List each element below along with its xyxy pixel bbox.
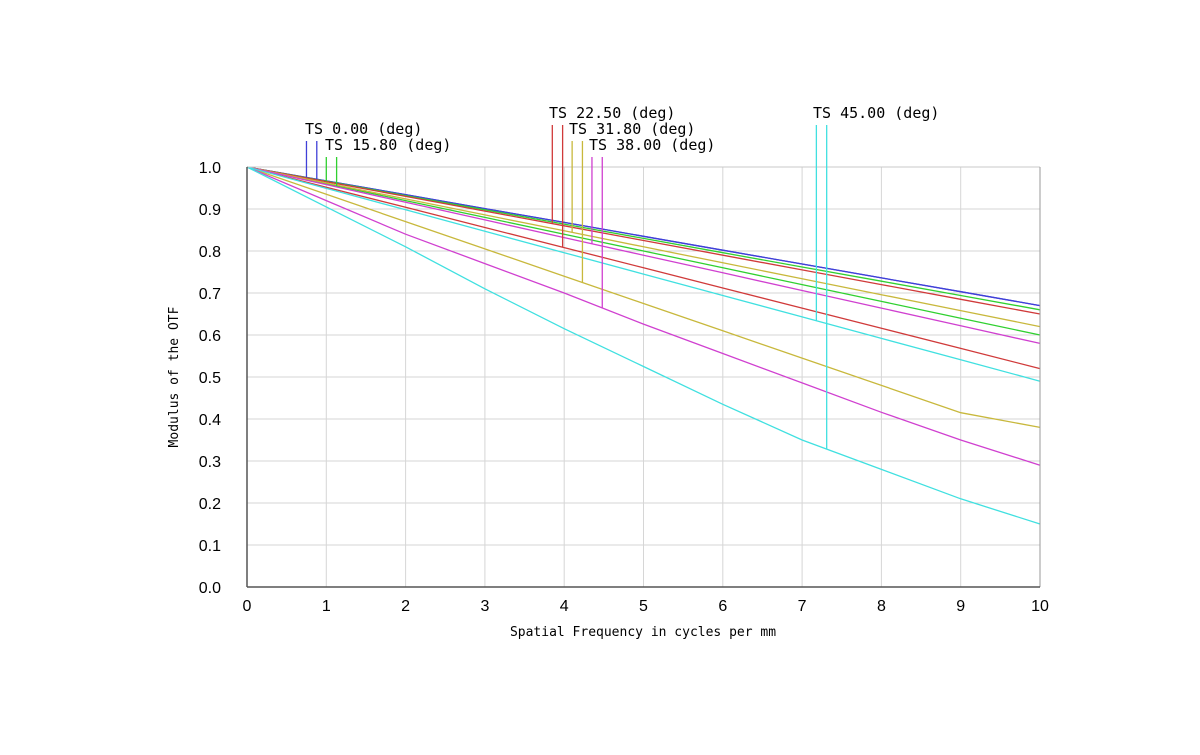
x-tick-label: 10	[1031, 598, 1049, 615]
x-tick-label: 5	[639, 598, 648, 615]
series-line-tangential-3	[246, 166, 1041, 328]
series-line-sagittal-5	[246, 166, 1041, 525]
series-line-tangential-1	[246, 166, 1041, 311]
tick-labels: 0 1 2 3 4 5 6 7 8 9 10 0.0 0.1 0.2 0.3 0.4 0.5 0.6 0.7 0.8 0…	[199, 160, 1049, 615]
grid	[246, 166, 1041, 588]
y-tick-label: 0.5	[199, 370, 221, 387]
series-line-tangential-2	[246, 166, 1041, 315]
series-line-sagittal-4	[246, 166, 1041, 466]
series-layer	[246, 166, 1041, 525]
y-tick-label: 0.9	[199, 202, 221, 219]
y-tick-label: 1.0	[199, 160, 221, 177]
field-label-2: TS 22.50 (deg)	[549, 104, 675, 122]
y-axis-title: Modulus of the OTF	[167, 306, 182, 447]
series-line-tangential-5	[246, 166, 1041, 382]
x-tick-label: 1	[322, 598, 331, 615]
series-line-sagittal-2	[246, 166, 1041, 370]
series-line-sagittal-3	[246, 166, 1041, 429]
series-line-tangential-0	[246, 166, 1041, 307]
x-tick-label: 3	[480, 598, 489, 615]
field-legend: TS 0.00 (deg)TS 15.80 (deg) TS 22.50 (deg…	[305, 104, 939, 450]
field-label-4: TS 38.00 (deg)	[589, 136, 715, 154]
field-label-1: TS 15.80 (deg)	[325, 136, 451, 154]
field-label-0: TS 0.00 (deg)	[305, 120, 422, 138]
series-line-tangential-4	[246, 166, 1041, 345]
y-tick-label: 0.2	[199, 496, 221, 513]
y-tick-label: 0.7	[199, 286, 221, 303]
y-tick-label: 0.8	[199, 244, 221, 261]
y-tick-label: 0.4	[199, 412, 221, 429]
series-line-sagittal-1	[246, 166, 1041, 336]
plot-frame	[246, 166, 1041, 588]
field-label-3: TS 31.80 (deg)	[569, 120, 695, 138]
y-tick-label: 0.6	[199, 328, 221, 345]
x-tick-label: 6	[718, 598, 727, 615]
y-tick-label: 0.1	[199, 538, 221, 555]
x-axis-title: Spatial Frequency in cycles per mm	[510, 625, 776, 640]
field-label-5: TS 45.00 (deg)	[813, 104, 939, 122]
x-tick-label: 8	[877, 598, 886, 615]
x-tick-label: 2	[401, 598, 410, 615]
x-tick-label: 7	[798, 598, 807, 615]
y-tick-label: 0.3	[199, 454, 221, 471]
x-tick-label: 9	[956, 598, 965, 615]
x-tick-label: 0	[243, 598, 252, 615]
x-tick-label: 4	[560, 598, 569, 615]
y-tick-label: 0.0	[199, 580, 221, 597]
